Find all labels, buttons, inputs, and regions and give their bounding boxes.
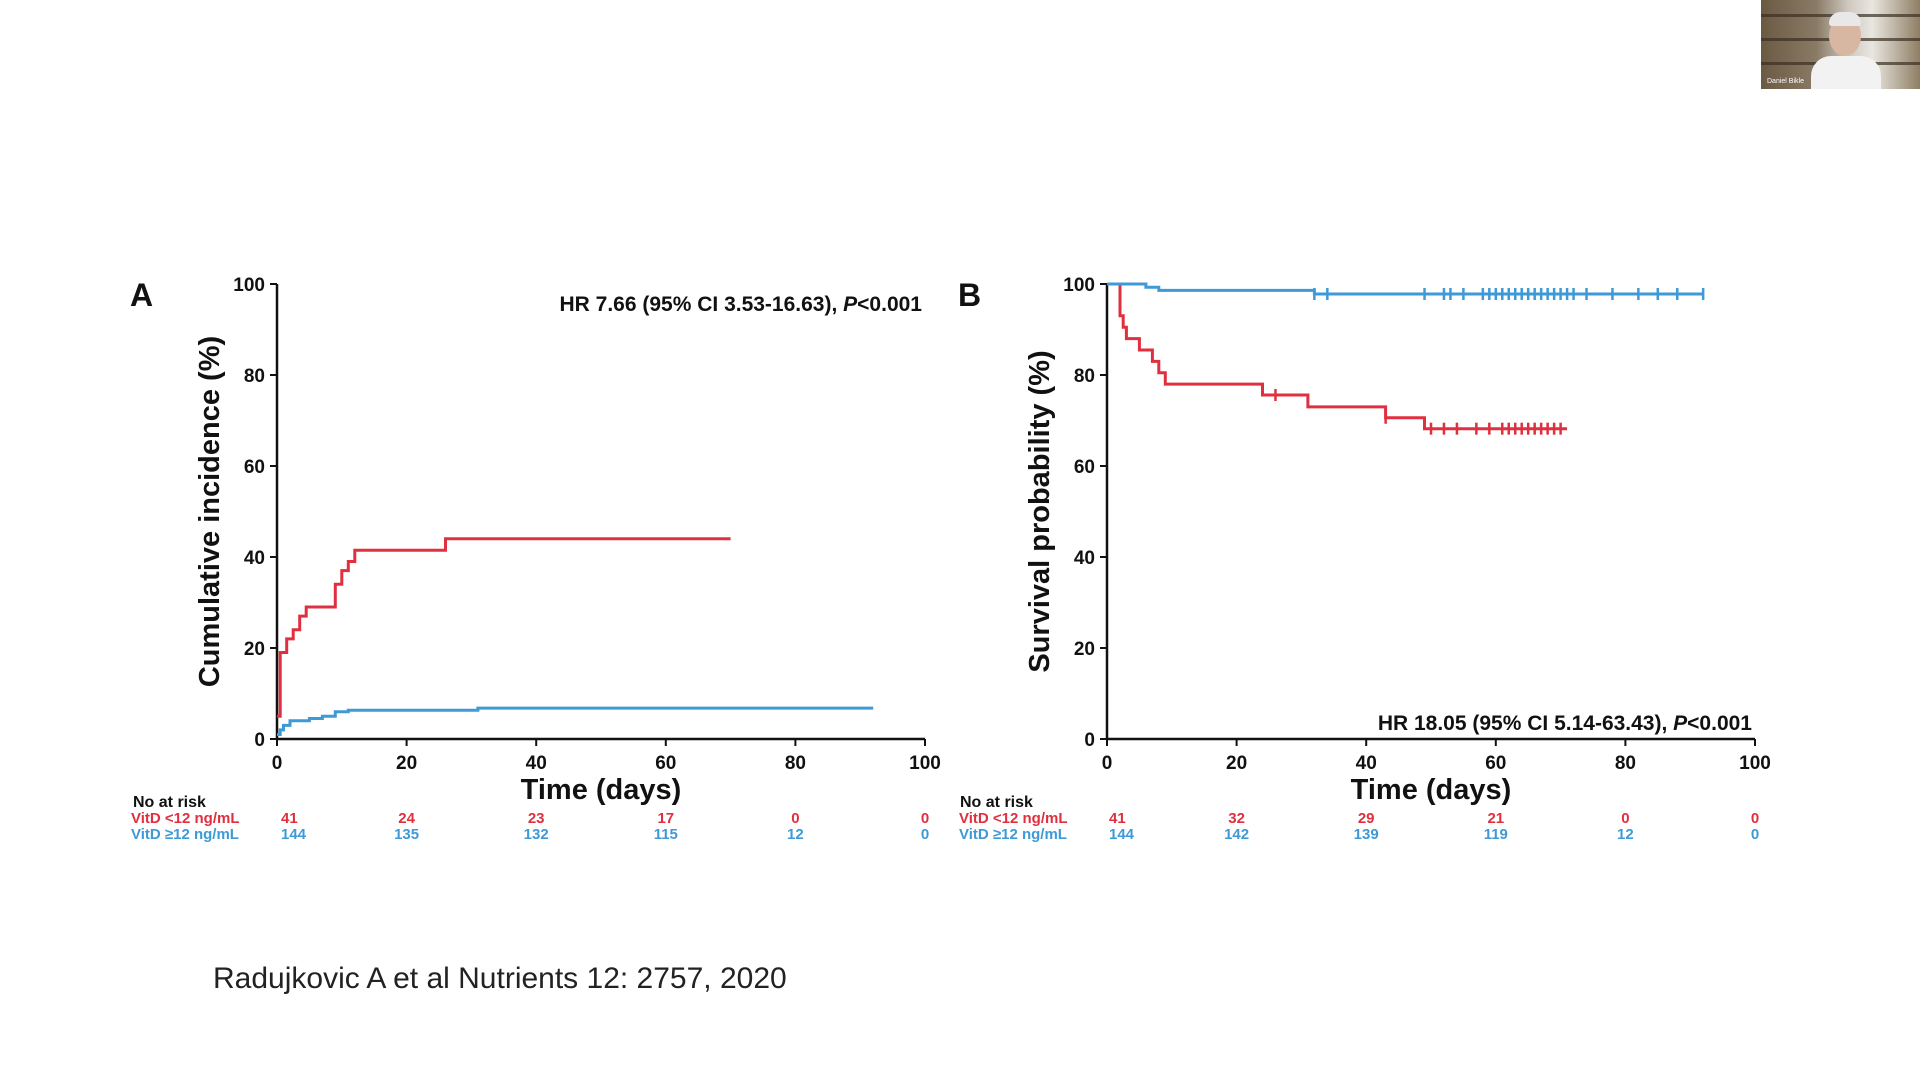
series-line-vitd-high bbox=[1107, 282, 1704, 296]
x-tick-label: 20 bbox=[1226, 753, 1247, 774]
risk-row-label: VitD ≥12 ng/mL bbox=[131, 826, 239, 843]
risk-row-label: VitD <12 ng/mL bbox=[131, 810, 240, 827]
risk-value: 135 bbox=[394, 826, 419, 843]
series-line-vitd-low bbox=[277, 537, 731, 718]
x-tick-label: 0 bbox=[272, 753, 283, 774]
p-symbol: P bbox=[1673, 712, 1688, 735]
x-tick-label: 0 bbox=[1102, 753, 1113, 774]
y-tick-label: 0 bbox=[254, 730, 265, 751]
hazard-ratio-annotation: HR 18.05 (95% CI 5.14-63.43), P<0.001 bbox=[1378, 712, 1752, 735]
risk-table-title: No at risk bbox=[960, 794, 1033, 811]
y-tick-label: 100 bbox=[233, 275, 265, 296]
chart-panel-b: 0 20 40 60 80 100 0 20 40 60 80 100 Time (days) Survi… bbox=[958, 275, 1771, 843]
citation-text: Radujkovic A et al Nutrients 12: 2757, 2… bbox=[213, 962, 787, 995]
y-tick-label: 20 bbox=[1074, 639, 1095, 660]
y-axis-title: Cumulative incidence (%) bbox=[194, 336, 226, 687]
x-axis-title: Time (days) bbox=[521, 774, 682, 806]
x-tick-label: 60 bbox=[1485, 753, 1506, 774]
risk-value: 0 bbox=[791, 810, 799, 827]
hazard-ratio-annotation: HR 7.66 (95% CI 3.53-16.63), P<0.001 bbox=[560, 293, 923, 316]
y-axis-title: Survival probability (%) bbox=[1024, 350, 1056, 672]
risk-value: 119 bbox=[1484, 826, 1508, 843]
hr-text: HR 7.66 (95% CI 3.53-16.63), bbox=[560, 293, 844, 316]
risk-value: 23 bbox=[528, 810, 545, 827]
participant-body bbox=[1811, 56, 1881, 89]
y-tick-label: 60 bbox=[244, 457, 265, 478]
y-tick-label: 100 bbox=[1063, 275, 1095, 296]
risk-value: 12 bbox=[787, 826, 804, 843]
risk-value: 0 bbox=[1751, 826, 1759, 843]
x-tick-label: 60 bbox=[655, 753, 676, 774]
risk-table-title: No at risk bbox=[133, 794, 206, 811]
risk-value: 139 bbox=[1354, 826, 1379, 843]
risk-value: 132 bbox=[524, 826, 549, 843]
participant-name: Daniel Bikle bbox=[1767, 78, 1804, 85]
x-tick-label: 100 bbox=[909, 753, 941, 774]
series-line-vitd-low bbox=[1107, 282, 1568, 431]
y-tick-label: 80 bbox=[244, 366, 265, 387]
y-tick-label: 80 bbox=[1074, 366, 1095, 387]
risk-value: 115 bbox=[654, 826, 678, 843]
risk-value: 32 bbox=[1228, 810, 1245, 827]
risk-value: 29 bbox=[1358, 810, 1375, 827]
p-value: <0.001 bbox=[1687, 712, 1752, 735]
x-tick-label: 20 bbox=[396, 753, 417, 774]
risk-value: 12 bbox=[1617, 826, 1634, 843]
risk-value: 144 bbox=[281, 826, 307, 843]
risk-row-label: VitD <12 ng/mL bbox=[959, 810, 1068, 827]
risk-value: 21 bbox=[1487, 810, 1504, 827]
risk-value: 0 bbox=[921, 826, 929, 843]
x-tick-label: 40 bbox=[1356, 753, 1377, 774]
p-value: <0.001 bbox=[857, 293, 922, 316]
y-tick-label: 60 bbox=[1074, 457, 1095, 478]
y-tick-label: 20 bbox=[244, 639, 265, 660]
y-tick-label: 40 bbox=[1074, 548, 1095, 569]
x-tick-label: 80 bbox=[1615, 753, 1636, 774]
chart-panel-a: 0 20 40 60 80 100 0 20 40 60 80 100 Time (days) Cumul… bbox=[130, 275, 941, 843]
y-tick-label: 40 bbox=[244, 548, 265, 569]
x-tick-label: 80 bbox=[785, 753, 806, 774]
panel-label: B bbox=[958, 277, 981, 313]
y-tick-label: 0 bbox=[1084, 730, 1095, 751]
risk-value: 24 bbox=[398, 810, 415, 827]
risk-value: 41 bbox=[1109, 810, 1126, 827]
risk-row-label: VitD ≥12 ng/mL bbox=[959, 826, 1067, 843]
risk-value: 142 bbox=[1224, 826, 1249, 843]
risk-value: 0 bbox=[921, 810, 929, 827]
hr-text: HR 18.05 (95% CI 5.14-63.43), bbox=[1378, 712, 1673, 735]
risk-value: 0 bbox=[1751, 810, 1759, 827]
participant-hair bbox=[1829, 12, 1861, 26]
risk-value: 144 bbox=[1109, 826, 1135, 843]
risk-value: 17 bbox=[657, 810, 674, 827]
risk-value: 41 bbox=[281, 810, 298, 827]
participant-video-thumbnail[interactable]: Daniel Bikle bbox=[1761, 0, 1920, 89]
risk-value: 0 bbox=[1621, 810, 1629, 827]
x-tick-label: 40 bbox=[526, 753, 547, 774]
p-symbol: P bbox=[843, 293, 858, 316]
panel-label: A bbox=[130, 277, 153, 313]
x-tick-label: 100 bbox=[1739, 753, 1771, 774]
x-axis-title: Time (days) bbox=[1351, 774, 1512, 806]
series-line-vitd-high bbox=[277, 706, 874, 736]
